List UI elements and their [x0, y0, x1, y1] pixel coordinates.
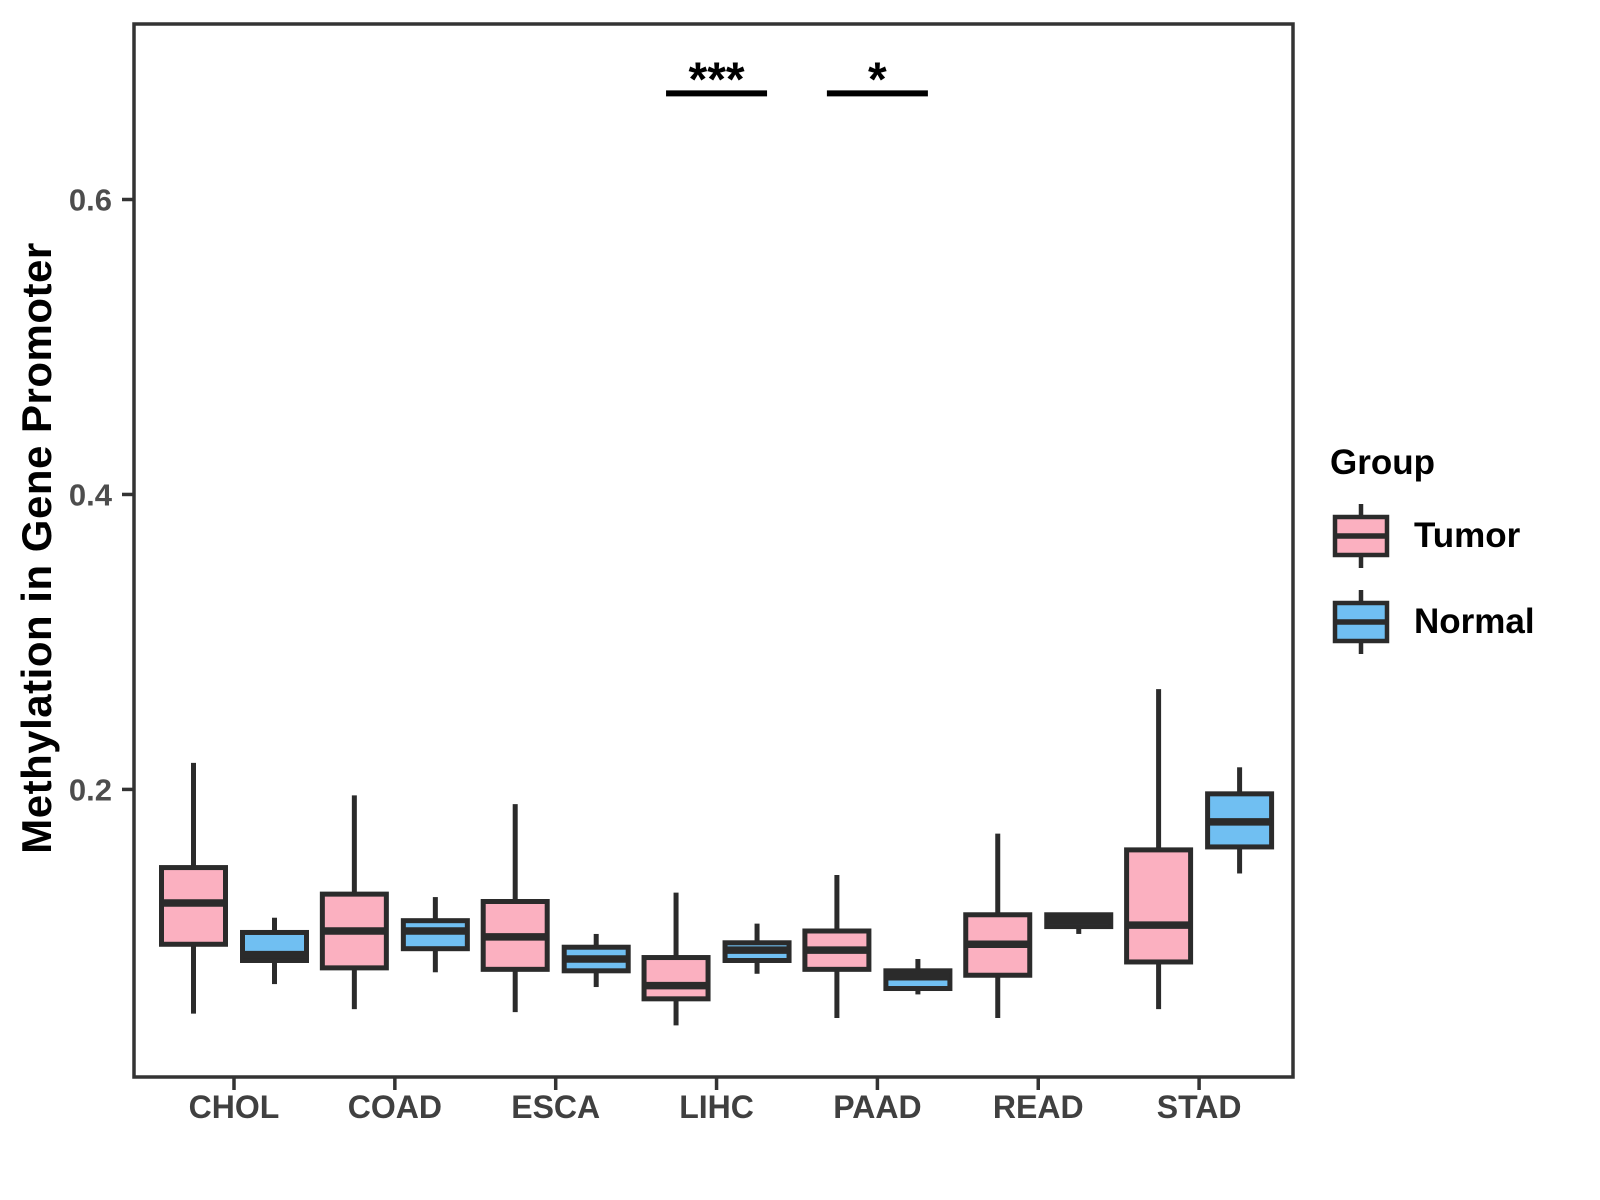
y-tick-label-0.4: 0.4: [69, 477, 113, 512]
legend-label-normal: Normal: [1414, 602, 1535, 641]
panel-border: [132, 22, 1295, 1079]
x-tick-label-paad: PAAD: [833, 1089, 921, 1125]
legend-key-tumor-boxplot-icon: [1332, 504, 1390, 568]
x-tick-label-read: READ: [993, 1089, 1084, 1125]
legend-entry-tumor: Tumor: [1330, 501, 1535, 571]
significance-stars-paad: *: [868, 53, 887, 106]
y-axis-title: Methylation in Gene Promoter: [13, 242, 60, 854]
box-tumor-stad: [1124, 847, 1194, 965]
legend-title: Group: [1330, 443, 1435, 482]
x-tick-label-lihc: LIHC: [679, 1089, 754, 1125]
legend-label-tumor: Tumor: [1414, 516, 1521, 555]
legend-entries: Tumor Normal: [1330, 501, 1535, 657]
y-tick-label-0.2: 0.2: [69, 772, 112, 807]
x-tick-label-chol: CHOL: [189, 1089, 280, 1125]
box-tumor-lihc: [641, 955, 711, 1002]
x-tick-label-esca: ESCA: [511, 1089, 600, 1125]
legend: Group Tumor Normal: [1330, 443, 1535, 657]
x-tick-label-stad: STAD: [1157, 1089, 1242, 1125]
significance-stars-lihc: ***: [689, 53, 745, 106]
y-tick-label-0.6: 0.6: [69, 183, 112, 218]
legend-entry-normal: Normal: [1330, 587, 1535, 657]
x-tick-label-coad: COAD: [348, 1089, 442, 1125]
legend-key-normal-boxplot-icon: [1332, 590, 1390, 654]
